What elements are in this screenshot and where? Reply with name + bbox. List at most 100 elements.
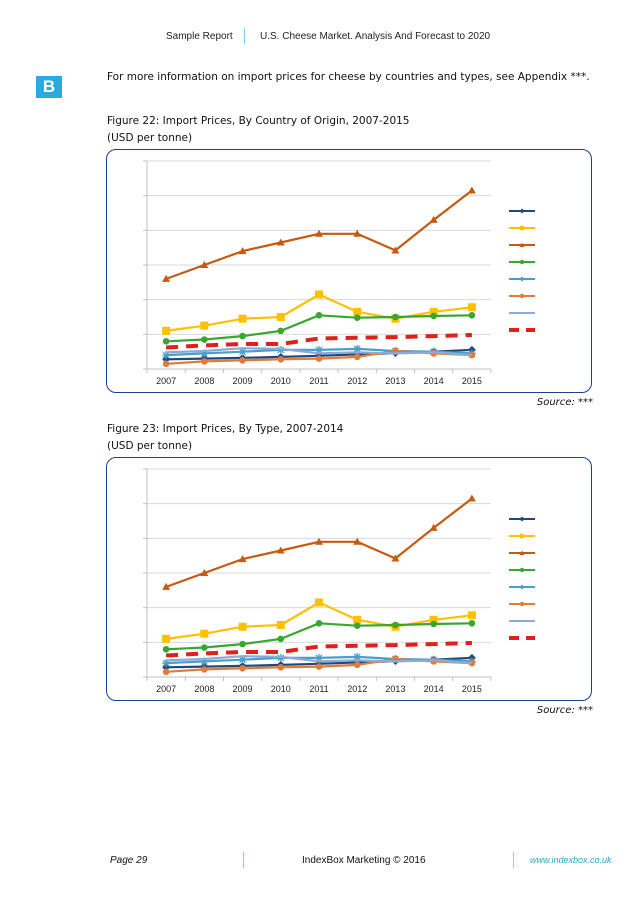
legend-marker-5 [519,584,525,590]
legend-marker-1 [519,208,525,214]
series-4-point-2012 [353,314,361,321]
x-tick-label-2013: 2013 [385,684,405,694]
series-3-point-2010 [276,238,285,246]
x-tick-label-2012: 2012 [347,376,367,386]
series-4-point-2010 [277,327,285,335]
footer-divider-left [243,852,244,868]
series-3-point-2014 [429,215,438,223]
series-4-point-2015 [468,619,476,627]
legend-marker-2 [519,533,525,539]
series-3-point-2009 [238,247,247,255]
x-tick-label-2015: 2015 [462,684,482,694]
x-tick-label-2008: 2008 [194,684,214,694]
x-tick-label-2015: 2015 [462,376,482,386]
figure-23-title: Figure 23: Import Prices, By Type, 2007-… [107,423,344,435]
series-4-point-2014 [430,312,437,320]
page-footer: Page 29 IndexBox Marketing © 2016 www.in… [0,852,638,868]
series-3-point-2015 [467,186,476,194]
series-6-point-2010 [277,663,285,671]
series-6-point-2007 [162,668,170,676]
x-tick-label-2009: 2009 [233,684,253,694]
series-2-point-2010 [276,621,285,629]
series-4-point-2011 [315,311,323,319]
figure-22-title: Figure 22: Import Prices, By Country of … [107,115,410,127]
figure-23-chart: 2007 2008 2009 2010 2011 2012 2013 2014 2015 [106,457,592,701]
legend-marker-6 [519,293,525,299]
series-6-point-2008 [201,666,208,673]
series-3-point-2007 [162,582,171,590]
figure-22-source: Source: *** [536,397,593,408]
figure-22-unit: (USD per tonne) [107,132,193,144]
series-3-point-2012 [353,537,362,545]
page-header: Sample Report U.S. Cheese Market. Analys… [0,28,638,44]
series-2-point-2012 [353,307,362,316]
series-7-line [166,655,472,665]
series-4-point-2013 [392,313,399,321]
legend-marker-2 [519,225,525,231]
series-2-point-2010 [276,313,285,321]
series-4-point-2007 [162,645,170,653]
series-2-point-2012 [353,615,362,624]
series-2-point-2007 [162,634,171,643]
series-3-point-2015 [467,494,476,502]
series-3-point-2009 [238,555,247,563]
series-6-point-2010 [277,355,285,363]
x-tick-label-2011: 2011 [309,376,328,386]
series-2-point-2014 [429,307,438,316]
series-2-point-2011 [315,598,323,607]
figure-23-source: Source: *** [536,705,593,716]
series-4-point-2012 [353,622,361,629]
series-8-line [165,641,472,658]
series-3-point-2013 [391,554,400,562]
footer-divider-right [513,852,514,868]
x-tick-label-2010: 2010 [271,684,291,694]
series-2-point-2011 [315,290,323,299]
series-4-point-2009 [239,640,246,648]
series-6-point-2011 [315,355,323,362]
series-3-point-2011 [315,229,323,237]
header-divider [244,28,245,44]
series-4-point-2010 [277,635,285,643]
series-4-point-2009 [239,332,246,340]
figure-22-chart: 2007 2008 2009 2010 2011 2012 2013 2014 2015 [106,149,592,393]
figure-23-unit: (USD per tonne) [107,440,193,452]
footer-url: www.indexbox.co.uk [530,855,612,865]
section-logo: B [36,76,62,98]
figure-23-svg: 2007 2008 2009 2010 2011 2012 2013 2014 2015 [143,468,535,694]
header-left: Sample Report [166,31,233,42]
series-2-point-2014 [429,615,438,624]
x-tick-label-2009: 2009 [233,376,253,386]
page-number: Page 29 [110,855,148,866]
series-4-point-2011 [315,619,323,627]
series-6-point-2009 [239,665,246,672]
series-3-point-2010 [276,546,285,554]
legend-marker-4 [519,567,525,573]
x-tick-label-2010: 2010 [271,376,291,386]
series-2-point-2008 [200,321,209,330]
series-7-line [166,347,472,357]
header-right: U.S. Cheese Market. Analysis And Forecas… [260,31,491,42]
x-tick-label-2011: 2011 [309,684,328,694]
series-3-point-2007 [162,274,171,282]
series-6-point-2012 [353,661,361,669]
series-2-point-2015 [467,303,476,312]
series-6-point-2011 [315,663,323,670]
series-4-point-2008 [201,336,208,343]
legend-marker-4 [519,259,525,265]
series-3-point-2008 [200,569,209,576]
series-3-point-2014 [429,523,438,531]
intro-paragraph: For more information on import prices fo… [107,71,590,83]
x-tick-label-2014: 2014 [424,376,444,386]
series-2-point-2015 [467,611,476,620]
x-tick-label-2007: 2007 [156,376,176,386]
legend-marker-1 [519,516,525,522]
series-6-point-2009 [239,357,246,364]
series-2-point-2009 [238,314,247,323]
x-tick-label-2012: 2012 [347,684,367,694]
series-8-line [165,333,472,350]
series-6-point-2008 [201,358,208,365]
legend-marker-3 [519,550,525,555]
series-6-point-2012 [353,353,361,361]
legend-marker-5 [519,276,525,282]
figure-22-svg: 2007 2008 2009 2010 2011 2012 2013 2014 2015 [143,160,535,386]
